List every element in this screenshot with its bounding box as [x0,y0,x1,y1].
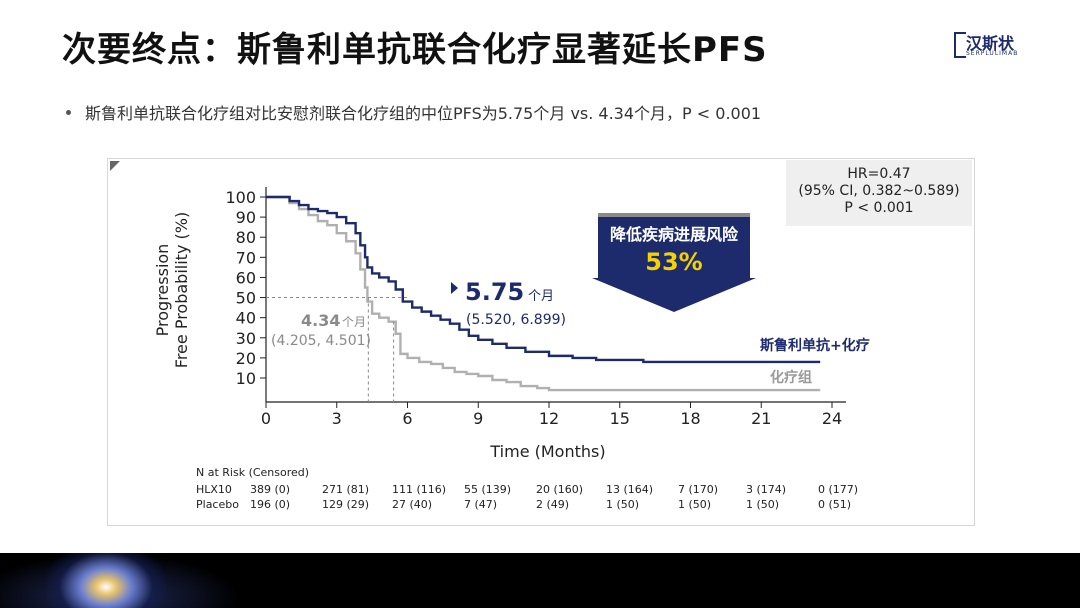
median-marker-icon [451,282,458,294]
x-tick-label: 12 [539,409,559,428]
x-axis-label: Time (Months) [490,442,606,461]
x-tick-label: 9 [473,409,483,428]
x-tick-label: 0 [261,409,271,428]
summary-text: 斯鲁利单抗联合化疗组对比安慰剂联合化疗组的中位PFS为5.75个月 vs. 4.… [85,104,762,123]
risk-table-title: N at Risk (Censored) [196,466,310,479]
banner-top-bar [598,213,750,217]
corner-triangle-icon [110,161,120,171]
risk-table-cell: 129 (29) [322,498,370,511]
y-tick-label: 40 [236,309,256,328]
y-tick-label: 10 [236,369,256,388]
risk-table-cell: 111 (116) [392,483,447,496]
hlx10-median-ci: (5.520, 6.899) [466,312,566,328]
hlx10-median-value: 5.75 [465,278,524,306]
placebo-median-unit: 个月 [342,315,366,329]
page-title: 次要终点：斯鲁利单抗联合化疗显著延长PFS [62,30,768,70]
y-tick-label: 80 [236,228,256,247]
risk-table-cell: 3 (174) [746,483,787,496]
risk-row-label: HLX10 [196,483,232,496]
x-tick-label: 6 [402,409,412,428]
risk-row-label: Placebo [196,498,239,511]
risk-table-cell: 271 (81) [322,483,370,496]
y-tick-label: 50 [236,289,256,308]
x-tick-label: 3 [332,409,342,428]
risk-table-cell: 196 (0) [250,498,291,511]
risk-table-cell: 1 (50) [606,498,640,511]
logo-brand: 汉斯状 [966,34,1015,53]
hazard-ratio-box: HR=0.47 (95% CI, 0.382~0.589) P < 0.001 [786,160,972,226]
risk-table-cell: 7 (47) [464,498,498,511]
placebo-median-ci: (4.205, 4.501) [271,333,371,349]
risk-table-cell: 55 (139) [464,483,512,496]
x-tick-label: 18 [680,409,700,428]
placebo-median-value: 4.34 [301,311,340,330]
logo-subtitle: SERPLULIMAB [966,50,1019,57]
summary-bullet: 斯鲁利单抗联合化疗组对比安慰剂联合化疗组的中位PFS为5.75个月 vs. 4.… [66,100,761,124]
risk-table-cell: 1 (50) [746,498,780,511]
y-tick-label: 60 [236,268,256,287]
company-logo: 汉斯状 SERPLULIMAB [952,26,1040,66]
banner-title: 降低疾病进展风险 [610,225,739,244]
footer-light-icon [46,553,166,608]
footer-band [0,553,1080,608]
banner-arrow-icon [592,217,756,312]
y-tick-label: 70 [236,248,256,267]
hr-p-value: P < 0.001 [844,200,914,216]
y-tick-label: 100 [225,188,256,207]
y-tick-label: 90 [236,208,256,227]
risk-table-cell: 7 (170) [678,483,719,496]
x-tick-label: 15 [610,409,630,428]
hr-value: HR=0.47 [847,166,911,182]
risk-table-cell: 13 (164) [606,483,654,496]
risk-table-cell: 389 (0) [250,483,291,496]
bullet-dot-icon [66,110,71,115]
logo-bracket-icon [954,32,966,58]
risk-table-cell: 27 (40) [392,498,433,511]
legend-label-hlx10: 斯鲁利单抗+化疗 [760,337,870,354]
y-tick-label: 30 [236,329,256,348]
hr-ci: (95% CI, 0.382~0.589) [798,183,960,199]
risk-table-cell: 1 (50) [678,498,712,511]
y-tick-label: 20 [236,349,256,368]
series-line-hlx10 [266,195,821,364]
risk-table-cell: 0 (177) [818,483,859,496]
x-tick-label: 21 [751,409,771,428]
hlx10-median-unit: 个月 [528,289,554,304]
risk-table-cell: 20 (160) [536,483,584,496]
x-tick-label: 24 [822,409,842,428]
risk-table-cell: 2 (49) [536,498,570,511]
risk-table-cell: 0 (51) [818,498,852,511]
banner-percentage: 53% [645,248,702,276]
series-line-placebo [266,195,821,392]
legend-label-placebo: 化疗组 [770,369,812,386]
